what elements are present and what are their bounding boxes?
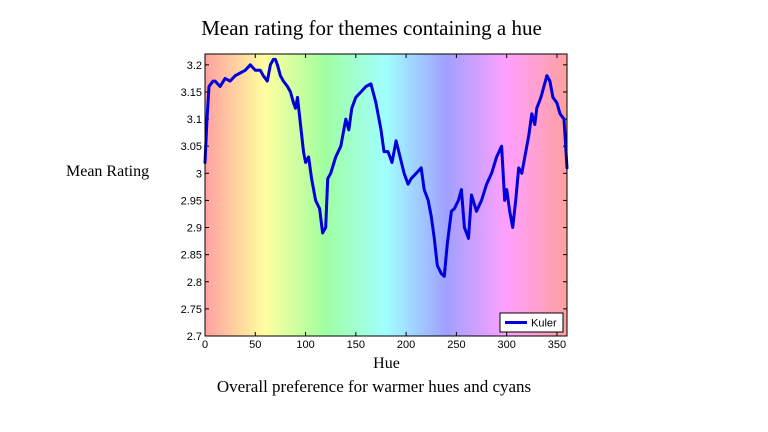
chart-caption: Overall preference for warmer hues and c… [216, 377, 532, 396]
x-tick-label: 150 [347, 339, 365, 351]
x-tick-label: 250 [447, 339, 465, 351]
x-tick-label: 0 [202, 339, 208, 351]
x-tick-label: 300 [497, 339, 515, 351]
y-tick-label: 2.95 [181, 195, 202, 207]
x-axis-label: Hue [373, 355, 400, 372]
x-tick-label: 50 [249, 339, 261, 351]
series-line-kuler [203, 57, 569, 278]
x-tick-label: 350 [548, 339, 566, 351]
y-tick-label: 3.15 [181, 87, 202, 99]
y-tick-label: 3.1 [187, 114, 202, 126]
y-tick-label: 2.85 [181, 250, 202, 262]
y-tick-label: 2.9 [187, 223, 202, 235]
y-tick-label: 2.7 [187, 331, 202, 343]
legend-label: Kuler [531, 318, 557, 330]
y-tick-label: 3 [196, 168, 202, 180]
x-tick-label: 200 [397, 339, 415, 351]
y-tick-label: 3.2 [187, 60, 202, 72]
hue-spectrum-background [205, 54, 567, 336]
y-axis-label: Mean Rating [66, 163, 150, 180]
legend-box [499, 312, 564, 333]
x-tick-label: 100 [296, 339, 314, 351]
plot-frame [204, 53, 568, 337]
y-tick-label: 2.75 [181, 304, 202, 316]
chart-title: Mean rating for themes containing a hue [201, 16, 542, 40]
y-tick-label: 2.8 [187, 277, 202, 289]
y-tick-label: 3.05 [181, 141, 202, 153]
